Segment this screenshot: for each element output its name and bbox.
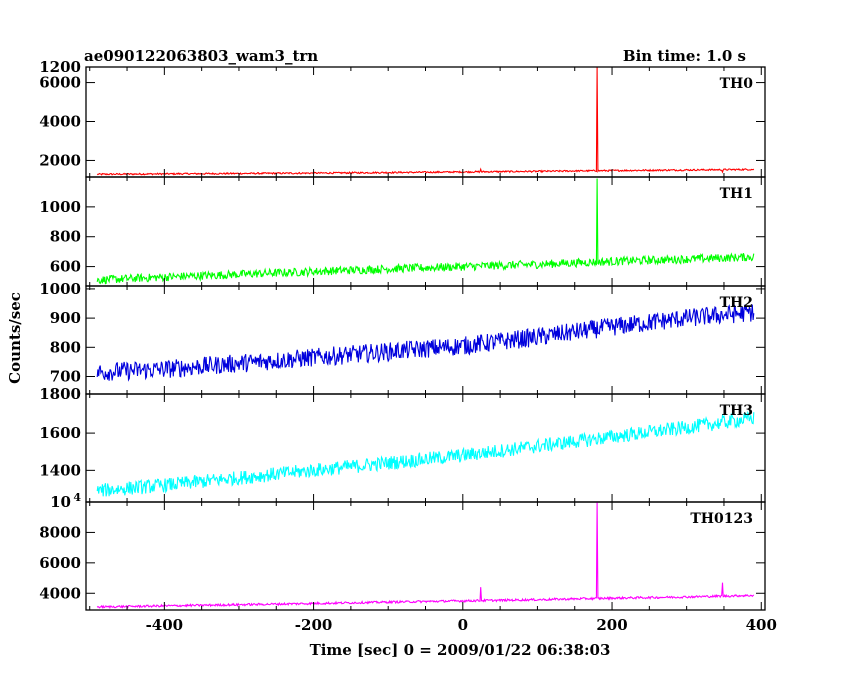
series-line-th1 [96,178,755,285]
panel-label-th2: TH2 [720,295,753,311]
panel-frame-th0 [85,66,766,178]
y-tick-label: 700 [50,367,81,385]
panels-group: 6000400020001200TH01000800600TH110009008… [39,58,777,634]
y-corner-exponent: 4 [73,491,81,504]
y-corner-label: 10 [50,493,71,511]
panel-frame-th0123 [85,501,766,611]
x-tick-label: 400 [746,616,777,634]
y-tick-label: 8000 [39,523,81,541]
series-line-th2 [96,304,755,382]
y-tick-label: 1600 [39,424,81,442]
x-tick-label: 200 [596,616,627,634]
chart-title: ae090122063803_wam3_trn [84,47,318,65]
y-axis-label: Counts/sec [6,292,24,384]
bin-time-label: Bin time: 1.0 s [623,47,746,65]
panel-label-th3: TH3 [720,403,753,419]
series-line-th0 [96,66,755,176]
series-line-th3 [96,410,755,497]
y-tick-label: 900 [50,309,81,327]
y-tick-label: 6000 [39,554,81,572]
y-tick-label: 1400 [39,461,81,479]
panel-label-th0123: TH0123 [690,511,753,527]
x-axis-label: Time [sec] 0 = 2009/01/22 06:38:03 [310,641,611,659]
y-tick-label: 800 [50,228,81,246]
y-tick-label: 4000 [39,584,81,602]
y-tick-label: 6000 [39,74,81,92]
panel-label-th0: TH0 [720,76,754,92]
y-tick-label: 800 [50,338,81,356]
x-tick-label: -200 [295,616,333,634]
y-tick-label: 2000 [39,151,81,169]
y-tick-label: 4000 [39,113,81,131]
series-line-th0123 [96,501,755,610]
x-tick-label: -400 [146,616,184,634]
y-corner-label: 1800 [39,385,81,403]
y-corner-label: 1200 [39,58,81,76]
panel-frame-th2 [85,285,766,395]
x-tick-label: 0 [458,616,468,634]
panel-label-th1: TH1 [720,186,753,202]
y-tick-label: 1000 [39,198,81,216]
y-tick-label: 1000 [39,280,81,298]
y-tick-label: 600 [50,258,81,276]
